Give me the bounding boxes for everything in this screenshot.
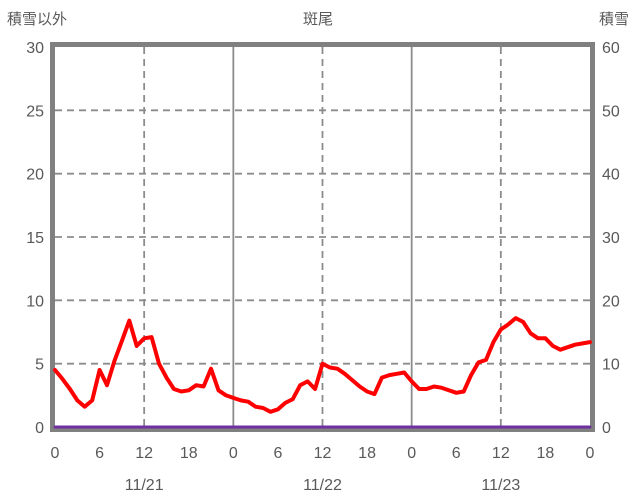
series-non-snow-line bbox=[53, 316, 592, 414]
y-axis-left-tick-label: 25 bbox=[26, 103, 44, 120]
x-axis-hour-label: 0 bbox=[407, 445, 416, 462]
x-axis-hour-label: 18 bbox=[537, 445, 555, 462]
x-axis-hour-label: 18 bbox=[180, 445, 198, 462]
x-axis-hour-label: 6 bbox=[95, 445, 104, 462]
y-axis-left-tick-label: 0 bbox=[35, 420, 44, 437]
x-axis-date-label: 11/22 bbox=[303, 477, 342, 494]
x-axis-hour-label: 12 bbox=[314, 445, 332, 462]
x-axis-hour-label: 0 bbox=[586, 445, 595, 462]
y-axis-left-tick-label: 10 bbox=[26, 293, 44, 310]
y-axis-left-tick-label: 20 bbox=[26, 167, 44, 184]
x-axis-hour-label: 12 bbox=[492, 445, 510, 462]
x-axis-date-label: 11/21 bbox=[125, 477, 164, 494]
chart-title: 斑尾 bbox=[302, 11, 333, 28]
plot-frame bbox=[50, 42, 595, 432]
y-axis-right-tick-label: 0 bbox=[602, 420, 611, 437]
y-axis-right-tick-label: 50 bbox=[602, 103, 620, 120]
x-axis-hour-label: 6 bbox=[452, 445, 461, 462]
y-axis-right-tick-label: 20 bbox=[602, 293, 620, 310]
y-axis-right-tick-label: 40 bbox=[602, 167, 620, 184]
y-axis-right-tick-label: 10 bbox=[602, 357, 620, 374]
y-axis-left-tick-label: 15 bbox=[26, 230, 44, 247]
x-axis-hour-label: 12 bbox=[135, 445, 153, 462]
x-axis-hour-label: 6 bbox=[273, 445, 282, 462]
x-axis-date-label: 11/23 bbox=[481, 477, 520, 494]
left-axis-title: 積雪以外 bbox=[7, 11, 68, 28]
y-axis-right-tick-label: 30 bbox=[602, 230, 620, 247]
x-axis-hour-label: 18 bbox=[358, 445, 376, 462]
y-axis-left-tick-label: 30 bbox=[26, 40, 44, 57]
x-axis-hour-label: 0 bbox=[51, 445, 60, 462]
right-axis-title: 積雪 bbox=[598, 11, 629, 28]
y-axis-right-tick-label: 60 bbox=[602, 40, 620, 57]
x-axis-hour-label: 0 bbox=[229, 445, 238, 462]
y-axis-left-tick-label: 5 bbox=[35, 357, 44, 374]
